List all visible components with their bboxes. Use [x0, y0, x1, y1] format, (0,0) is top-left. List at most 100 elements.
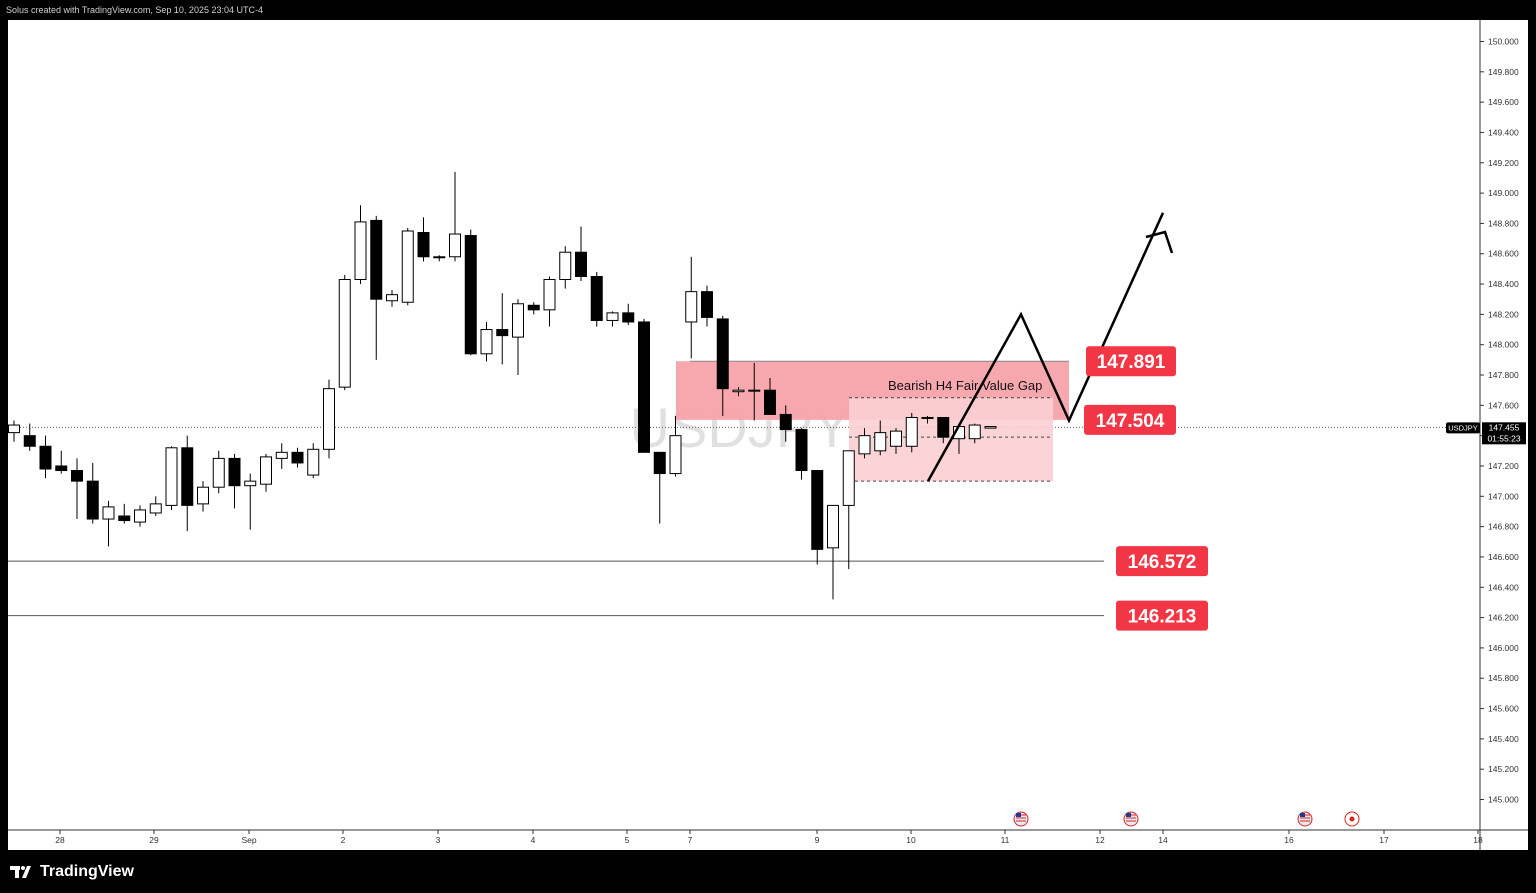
candle-body: [921, 416, 934, 419]
candle-body: [874, 432, 887, 452]
candle-body: [527, 304, 540, 311]
flag-canton: [1300, 813, 1305, 817]
level-label-text: 146.572: [1128, 552, 1197, 573]
tradingview-logo-icon: [10, 866, 31, 878]
x-tick-label: 2: [341, 835, 346, 845]
candle-body: [354, 221, 367, 281]
plot-area[interactable]: [8, 20, 1480, 830]
candle-body: [228, 457, 241, 487]
candle-body: [716, 318, 729, 390]
chart-area[interactable]: USDJPY Bearish H4 Fair Value Gap 150.000…: [0, 20, 1536, 850]
candle-body: [890, 430, 902, 447]
y-tick-label: 148.000: [1488, 340, 1519, 350]
candle-body: [118, 515, 131, 522]
level-label-text: 147.891: [1097, 352, 1166, 373]
x-tick-label: 11: [1001, 835, 1010, 845]
top-bar: Solus created with TradingView.com, Sep …: [0, 0, 1536, 20]
tradingview-logo[interactable]: TradingView: [10, 862, 134, 882]
y-tick-label: 146.800: [1488, 522, 1519, 532]
candle-body: [291, 451, 304, 464]
x-tick-label: 28: [55, 835, 65, 845]
candle-body: [86, 480, 99, 520]
y-tick-label: 146.000: [1488, 643, 1519, 653]
candle-body: [543, 279, 556, 311]
candle-body: [559, 251, 572, 281]
candle-body: [653, 451, 666, 475]
candle-body: [464, 235, 477, 355]
symbol-axis-tag: [1446, 422, 1480, 434]
event-dot-center: [1349, 816, 1355, 822]
fvg-label: Bearish H4 Fair Value Gap: [888, 378, 1042, 393]
candle-body: [606, 312, 619, 321]
candle-body: [764, 389, 776, 415]
x-tick-label: 12: [1095, 835, 1105, 845]
y-tick-label: 149.800: [1488, 67, 1519, 77]
y-tick-label: 147.000: [1488, 491, 1519, 501]
y-tick-label: 147.200: [1488, 461, 1519, 471]
candle-body: [449, 233, 461, 258]
candle-body: [512, 303, 524, 338]
candle-body: [638, 321, 650, 453]
x-tick-label: 7: [688, 835, 693, 845]
candle-body: [748, 389, 761, 392]
y-tick-label: 145.400: [1488, 734, 1519, 744]
y-tick-label: 148.400: [1488, 279, 1519, 289]
level-label-box: [1086, 346, 1176, 377]
x-tick-label: 4: [531, 835, 536, 845]
credit-text: Solus created with TradingView.com, Sep …: [6, 5, 263, 15]
y-tick-label: 147.800: [1488, 370, 1519, 380]
candle-body: [134, 509, 146, 523]
y-tick-label: 145.000: [1488, 795, 1519, 805]
candle-body: [701, 291, 713, 318]
candle-body: [811, 470, 824, 550]
candle-body: [685, 291, 698, 323]
candle-body: [370, 219, 383, 300]
candle-body: [212, 457, 225, 488]
y-tick-label: 145.800: [1488, 673, 1519, 683]
candle-body: [165, 447, 178, 506]
level-label-text: 146.213: [1128, 607, 1197, 628]
y-tick-label: 149.600: [1488, 97, 1519, 107]
candle-body: [401, 230, 414, 303]
last-price-tag: [1482, 422, 1526, 445]
candle-body: [480, 329, 493, 355]
candle-body: [779, 413, 792, 431]
last-price-value: 147.455: [1489, 422, 1520, 432]
candle-body: [23, 435, 36, 447]
candle-body: [984, 426, 997, 429]
candle-body: [795, 429, 808, 472]
candle-body: [858, 435, 871, 455]
x-tick-label: 5: [625, 835, 630, 845]
candle-body: [590, 275, 603, 321]
bar-countdown: 01:55:23: [1487, 433, 1520, 443]
x-tick-label: 16: [1284, 835, 1294, 845]
candle-body: [71, 470, 83, 482]
candle-body: [323, 388, 335, 450]
x-tick-label: Sep: [241, 835, 256, 845]
projection-arrowhead: [1145, 230, 1174, 254]
x-tick-label: 17: [1379, 835, 1389, 845]
level-label-box: [1116, 600, 1208, 631]
projection-path: [926, 212, 1165, 482]
time-axis[interactable]: [8, 830, 1528, 850]
level-label-text: 147.504: [1096, 411, 1165, 432]
candle-body: [905, 416, 918, 447]
candle-body: [39, 445, 52, 470]
x-tick-label: 10: [906, 835, 916, 845]
chart-svg[interactable]: USDJPY Bearish H4 Fair Value Gap 150.000…: [0, 20, 1536, 850]
y-tick-label: 149.000: [1488, 188, 1519, 198]
y-tick-label: 149.400: [1488, 127, 1519, 137]
candle-body: [937, 416, 950, 438]
candle-body: [433, 256, 446, 259]
y-tick-label: 146.600: [1488, 552, 1519, 562]
x-tick-label: 18: [1473, 835, 1483, 845]
candle-body: [496, 329, 509, 337]
candle-body: [622, 312, 635, 323]
brand-name: TradingView: [40, 863, 134, 880]
symbol-axis-tag-text: USDJPY: [1448, 423, 1478, 432]
level-label-box: [1084, 404, 1176, 435]
candle-body: [338, 279, 351, 388]
candle-body: [55, 465, 68, 472]
candle-body: [575, 251, 587, 277]
candle-body: [260, 456, 272, 485]
